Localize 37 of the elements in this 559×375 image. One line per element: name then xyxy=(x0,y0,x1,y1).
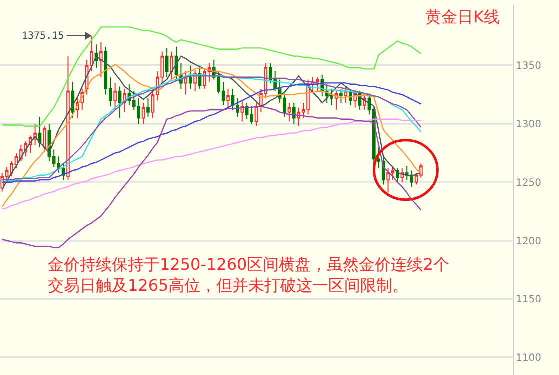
line-series xyxy=(2,106,422,248)
candlestick xyxy=(170,51,174,80)
candlestick xyxy=(165,48,169,78)
candlestick xyxy=(292,102,296,125)
y-tick-label: 1350 xyxy=(516,61,542,72)
candlestick xyxy=(377,146,381,169)
candlestick xyxy=(43,126,46,153)
candlestick xyxy=(297,107,301,127)
y-tick-label: 1100 xyxy=(516,352,542,364)
line-series xyxy=(2,26,422,127)
candlestick xyxy=(386,168,390,194)
candlestick xyxy=(142,102,146,125)
candlestick xyxy=(146,98,150,118)
candlestick xyxy=(66,56,70,181)
candlestick xyxy=(184,71,188,96)
y-tick-label: 1150 xyxy=(516,294,542,306)
line-series xyxy=(2,56,422,190)
candlestick xyxy=(288,102,292,122)
annotation: 金价持续保持于1250-1260区间横盘，虽然金价连续2个交易日触及1265高位，但并未打破这一区间限制。 xyxy=(48,255,450,295)
candlestick xyxy=(188,65,192,90)
candlestick xyxy=(226,88,230,108)
candlestick xyxy=(114,82,117,111)
candlestick xyxy=(254,102,258,127)
y-tick-label: 1200 xyxy=(516,236,542,248)
candlestick xyxy=(391,166,395,181)
candlestick xyxy=(405,166,409,181)
candlestick xyxy=(340,88,343,104)
candlestick xyxy=(118,86,122,119)
candlestick xyxy=(316,76,320,92)
y-tick-label: 1300 xyxy=(516,120,542,131)
line-series xyxy=(2,118,422,210)
chart-title: 黄金日K线 xyxy=(426,7,500,26)
y-tick-label: 1250 xyxy=(516,178,542,189)
annotation: 1375.15 xyxy=(22,31,64,42)
candlestick xyxy=(38,116,42,148)
candlestick xyxy=(100,42,103,78)
line-series xyxy=(2,64,422,208)
